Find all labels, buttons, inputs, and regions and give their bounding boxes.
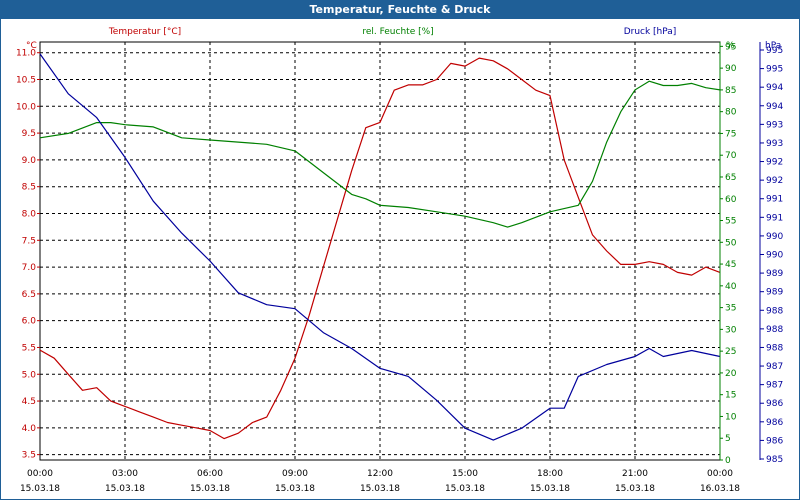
- temperature-tick-label: 10.5: [16, 76, 36, 86]
- pressure-tick-label: 986: [766, 418, 783, 428]
- x-tick-time: 00:00: [27, 469, 53, 479]
- humidity-axis-label: rel. Feuchte [%]: [362, 27, 433, 37]
- humidity-tick-label: 70: [725, 151, 737, 161]
- humidity-tick-label: 20: [725, 369, 737, 379]
- temperature-tick-label: 6.0: [22, 317, 37, 327]
- temperature-tick-label: 3.5: [22, 451, 36, 461]
- humidity-tick-label: 15: [725, 391, 736, 401]
- pressure-tick-label: 994: [766, 83, 783, 93]
- pressure-tick-label: 991: [766, 195, 783, 205]
- x-tick-time: 06:00: [197, 469, 223, 479]
- humidity-tick-label: 65: [725, 173, 736, 183]
- temperature-tick-label: 4.5: [22, 397, 36, 407]
- humidity-tick-label: 30: [725, 325, 737, 335]
- x-tick-date: 16.03.18: [700, 484, 740, 494]
- humidity-unit-label: %: [726, 41, 735, 51]
- x-tick-date: 15.03.18: [445, 484, 485, 494]
- pressure-tick-label: 995: [766, 46, 783, 56]
- temperature-tick-label: 8.5: [22, 183, 36, 193]
- tick-labels: 00:00 15.03.18 03:00 15.03.18 06:00 15.03.18 0…: [16, 42, 783, 494]
- window-title: Temperatur, Feuchte & Druck: [1, 1, 799, 19]
- pressure-tick-label: 990: [766, 232, 783, 242]
- temperature-tick-label: 9.5: [22, 129, 36, 139]
- humidity-tick-label: 40: [725, 282, 737, 292]
- humidity-tick-label: 60: [725, 195, 737, 205]
- x-tick-time: 15:00: [452, 469, 478, 479]
- pressure-tick-label: 994: [766, 102, 783, 112]
- pressure-axis-label: Druck [hPa]: [624, 27, 677, 37]
- x-tick-date: 15.03.18: [360, 484, 400, 494]
- temperature-tick-label: 10.0: [16, 102, 36, 112]
- x-tick-time: 18:00: [537, 469, 563, 479]
- pressure-tick-label: 991: [766, 213, 783, 223]
- temperature-tick-label: 11.0: [16, 49, 36, 59]
- humidity-tick-label: 10: [725, 412, 737, 422]
- humidity-tick-label: 95: [725, 42, 736, 52]
- pressure-tick-label: 989: [766, 269, 783, 279]
- temperature-tick-label: 7.5: [22, 236, 36, 246]
- series-lines: [39, 53, 721, 441]
- pressure-tick-label: 988: [766, 325, 783, 335]
- pressure-tick-label: 993: [766, 139, 783, 149]
- x-tick-date: 15.03.18: [275, 484, 315, 494]
- humidity-tick-label: 75: [725, 129, 736, 139]
- x-tick-time: 21:00: [622, 469, 648, 479]
- temperature-tick-label: 5.5: [22, 343, 36, 353]
- x-tick-date: 15.03.18: [190, 484, 230, 494]
- pressure-tick-label: 988: [766, 343, 783, 353]
- pressure-unit-label: hPa: [765, 41, 781, 51]
- x-tick-date: 15.03.18: [105, 484, 145, 494]
- temperature-tick-label: 5.0: [22, 370, 37, 380]
- humidity-series-line: [39, 80, 721, 228]
- pressure-tick-label: 992: [766, 176, 783, 186]
- x-tick-time: 03:00: [112, 469, 138, 479]
- temperature-unit-label: °C: [26, 41, 37, 51]
- grid: [39, 41, 721, 461]
- pressure-tick-label: 992: [766, 158, 783, 168]
- humidity-tick-label: 25: [725, 347, 736, 357]
- temperature-tick-label: 8.0: [22, 209, 37, 219]
- x-tick-date: 15.03.18: [530, 484, 570, 494]
- pressure-tick-label: 987: [766, 381, 783, 391]
- humidity-tick-label: 85: [725, 86, 736, 96]
- pressure-series-line: [39, 53, 721, 441]
- x-tick-time: 09:00: [282, 469, 308, 479]
- pressure-tick-label: 985: [766, 455, 783, 465]
- temperature-tick-label: 6.5: [22, 290, 36, 300]
- humidity-tick-label: 35: [725, 304, 736, 314]
- x-tick-date: 15.03.18: [615, 484, 655, 494]
- pressure-tick-label: 995: [766, 65, 783, 75]
- x-tick-date: 15.03.18: [20, 484, 60, 494]
- pressure-tick-label: 986: [766, 436, 783, 446]
- humidity-tick-label: 90: [725, 64, 737, 74]
- humidity-tick-label: 80: [725, 108, 737, 118]
- pressure-tick-label: 993: [766, 120, 783, 130]
- humidity-tick-label: 45: [725, 260, 736, 270]
- temperature-tick-label: 4.0: [22, 424, 37, 434]
- pressure-tick-label: 988: [766, 306, 783, 316]
- humidity-tick-label: 0: [725, 456, 731, 466]
- x-tick-time: 00:00: [707, 469, 733, 479]
- pressure-tick-label: 987: [766, 362, 783, 372]
- axis-labels: Temperatur [°C] rel. Feuchte [%] Druck […: [26, 27, 781, 51]
- pressure-tick-label: 990: [766, 251, 783, 261]
- temperature-tick-label: 7.0: [22, 263, 37, 273]
- temperature-axis-label: Temperatur [°C]: [108, 27, 181, 37]
- pressure-tick-label: 989: [766, 288, 783, 298]
- humidity-tick-label: 5: [725, 434, 731, 444]
- humidity-tick-label: 50: [725, 238, 737, 248]
- temperature-tick-label: 9.0: [22, 156, 37, 166]
- humidity-tick-label: 55: [725, 217, 736, 227]
- pressure-tick-label: 986: [766, 399, 783, 409]
- x-tick-time: 12:00: [367, 469, 393, 479]
- temperature-series-line: [39, 57, 721, 440]
